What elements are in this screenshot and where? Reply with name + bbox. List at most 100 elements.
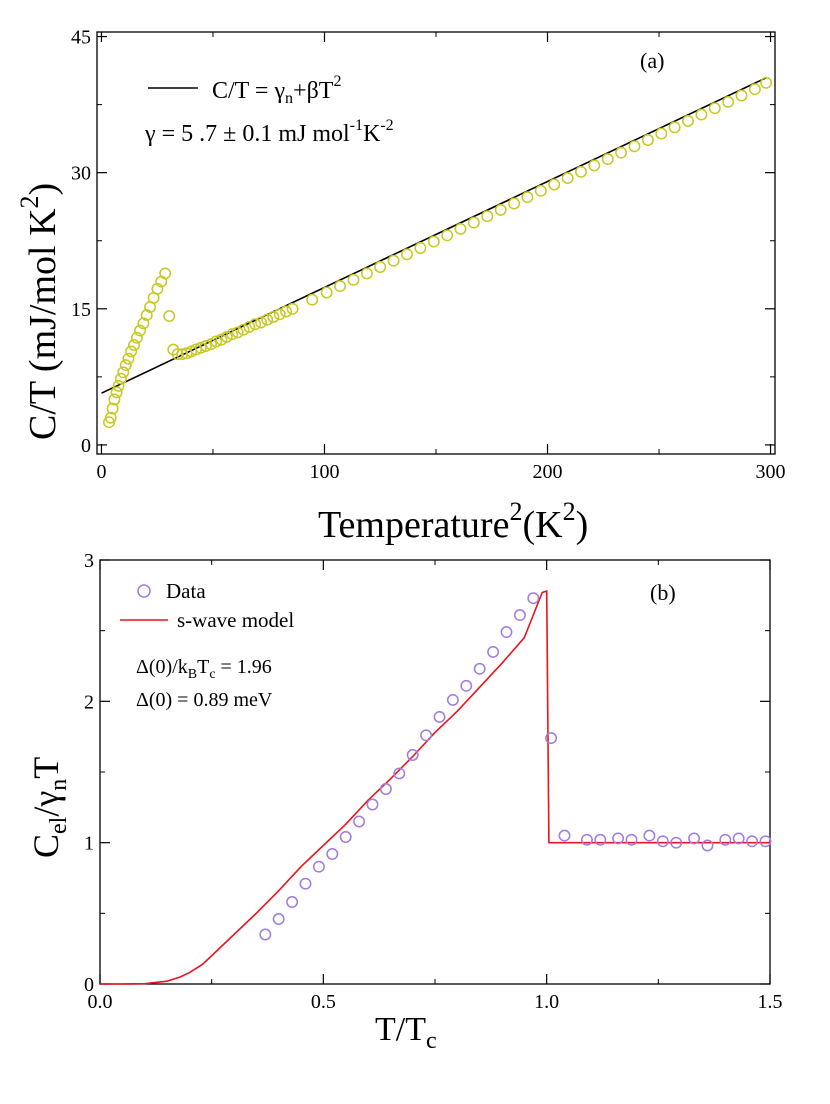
y-tick-label: 15 — [71, 299, 91, 321]
a-data-point — [249, 318, 262, 331]
b-data-point — [580, 833, 593, 846]
legend-model-label: s-wave model — [177, 608, 294, 632]
y-tick-label: 0 — [81, 435, 91, 457]
a-data-point — [374, 261, 387, 273]
a-data-point — [722, 95, 735, 108]
gap-ratio-d: c — [209, 667, 215, 682]
a-data-point — [481, 210, 494, 223]
a-data-point — [134, 324, 146, 337]
b-data-point — [460, 679, 473, 692]
b-data-point — [446, 693, 459, 706]
a-data-point — [414, 242, 427, 254]
panel-b-y-title-d: n — [46, 779, 72, 791]
b-data-point — [545, 732, 558, 745]
a-data-point — [163, 310, 176, 323]
legend-data-label: Data — [166, 579, 206, 603]
panel-a-y-title-sup: 2 — [15, 195, 44, 208]
a-data-point — [695, 108, 708, 121]
b-data-point — [558, 829, 571, 842]
a-data-point — [119, 359, 132, 372]
x-tick-label: 200 — [533, 461, 563, 483]
b-data-point — [701, 839, 714, 852]
a-data-point — [226, 328, 239, 341]
a-data-point — [441, 229, 454, 242]
a-data-point — [401, 248, 413, 261]
a-data-point — [682, 114, 694, 127]
panel-b-marks — [100, 590, 772, 985]
panel-a-ticks — [97, 32, 775, 454]
a-data-point — [114, 372, 127, 385]
a-data-point — [360, 267, 373, 280]
a-data-point — [467, 216, 480, 229]
x-tick-label: 1.5 — [758, 991, 783, 1013]
a-data-point — [130, 331, 143, 344]
a-data-point — [104, 411, 117, 424]
a-data-point — [306, 293, 319, 306]
a-data-point — [243, 320, 256, 333]
gap-value-annotation: Δ(0) = 0.89 meV — [136, 689, 273, 711]
gap-ratio-c: T — [197, 656, 209, 678]
b-data-point — [594, 833, 607, 846]
a-data-point — [561, 172, 574, 185]
a-data-point — [151, 282, 164, 295]
a-data-point — [220, 330, 233, 343]
panel-a-y-axis-title: C/T (mJ/mol K2) — [15, 183, 64, 440]
legend-data-marker — [137, 584, 151, 598]
a-data-point — [668, 121, 681, 134]
legend-fit-label-a: C/T = γ — [212, 78, 285, 104]
b-data-point — [299, 877, 312, 890]
a-data-point — [108, 393, 121, 406]
b-series-line — [100, 590, 770, 985]
b-data-point — [420, 729, 433, 742]
a-data-point — [735, 89, 748, 102]
gamma-annotation: γ = 5 .7 ± 0.1 mJ mol-1K-2 — [144, 117, 394, 147]
a-data-point — [494, 203, 507, 216]
a-data-point — [171, 348, 184, 361]
panel-b-y-title-c: /γ — [26, 791, 66, 817]
panel-b-x-axis-title: T/Tc — [375, 1011, 437, 1054]
panel-a-x-title-unit-close: ) — [576, 504, 589, 546]
a-data-point — [255, 316, 268, 329]
gamma-annotation-c: K — [363, 121, 381, 147]
a-data-point — [117, 366, 130, 379]
b-data-point — [670, 836, 683, 849]
a-data-point — [273, 308, 286, 321]
panel-a-x-title-unit-open: (K — [522, 504, 563, 546]
b-data-point — [746, 835, 759, 848]
b-data-point — [688, 832, 701, 845]
gamma-annotation-b: -1 — [350, 117, 363, 134]
panel-b-y-title-a: C — [26, 834, 66, 858]
panel-a-x-title-unit-sup: 2 — [563, 497, 576, 526]
b-data-point — [500, 626, 513, 639]
panel-a-tick-labels: 0 100 200 300 0 15 30 45 — [71, 27, 786, 483]
a-data-point — [628, 140, 641, 153]
b-data-point — [259, 928, 272, 941]
b-data-point — [366, 798, 379, 811]
a-data-point — [110, 386, 123, 399]
a-data-point — [320, 286, 333, 299]
a-data-point — [521, 191, 534, 204]
a-data-point — [601, 153, 614, 166]
a-data-point — [237, 323, 250, 336]
a-data-point — [534, 184, 547, 197]
y-tick-label: 0 — [84, 974, 94, 996]
b-data-point — [326, 848, 339, 860]
b-data-point — [272, 913, 285, 925]
b-data-point — [487, 645, 500, 658]
panel-a-x-title-sup: 2 — [509, 497, 522, 526]
a-data-point — [112, 379, 125, 392]
panel-a-frame — [96, 31, 776, 455]
x-tick-label: 0.5 — [311, 991, 336, 1013]
x-tick-label: 1.0 — [534, 991, 559, 1013]
panel-a-marks — [101, 76, 773, 429]
a-data-point — [588, 159, 601, 172]
panel-b-x-title-main: T/T — [375, 1011, 426, 1048]
a-data-point — [548, 178, 561, 191]
y-tick-label: 2 — [84, 691, 94, 713]
gamma-annotation-d: -2 — [380, 117, 393, 134]
panel-b-y-title-e: T — [26, 757, 66, 779]
gap-ratio-annotation: Δ(0)/kBTc = 1.96 — [136, 656, 272, 682]
b-data-point — [379, 783, 392, 795]
b-data-point — [732, 832, 745, 845]
